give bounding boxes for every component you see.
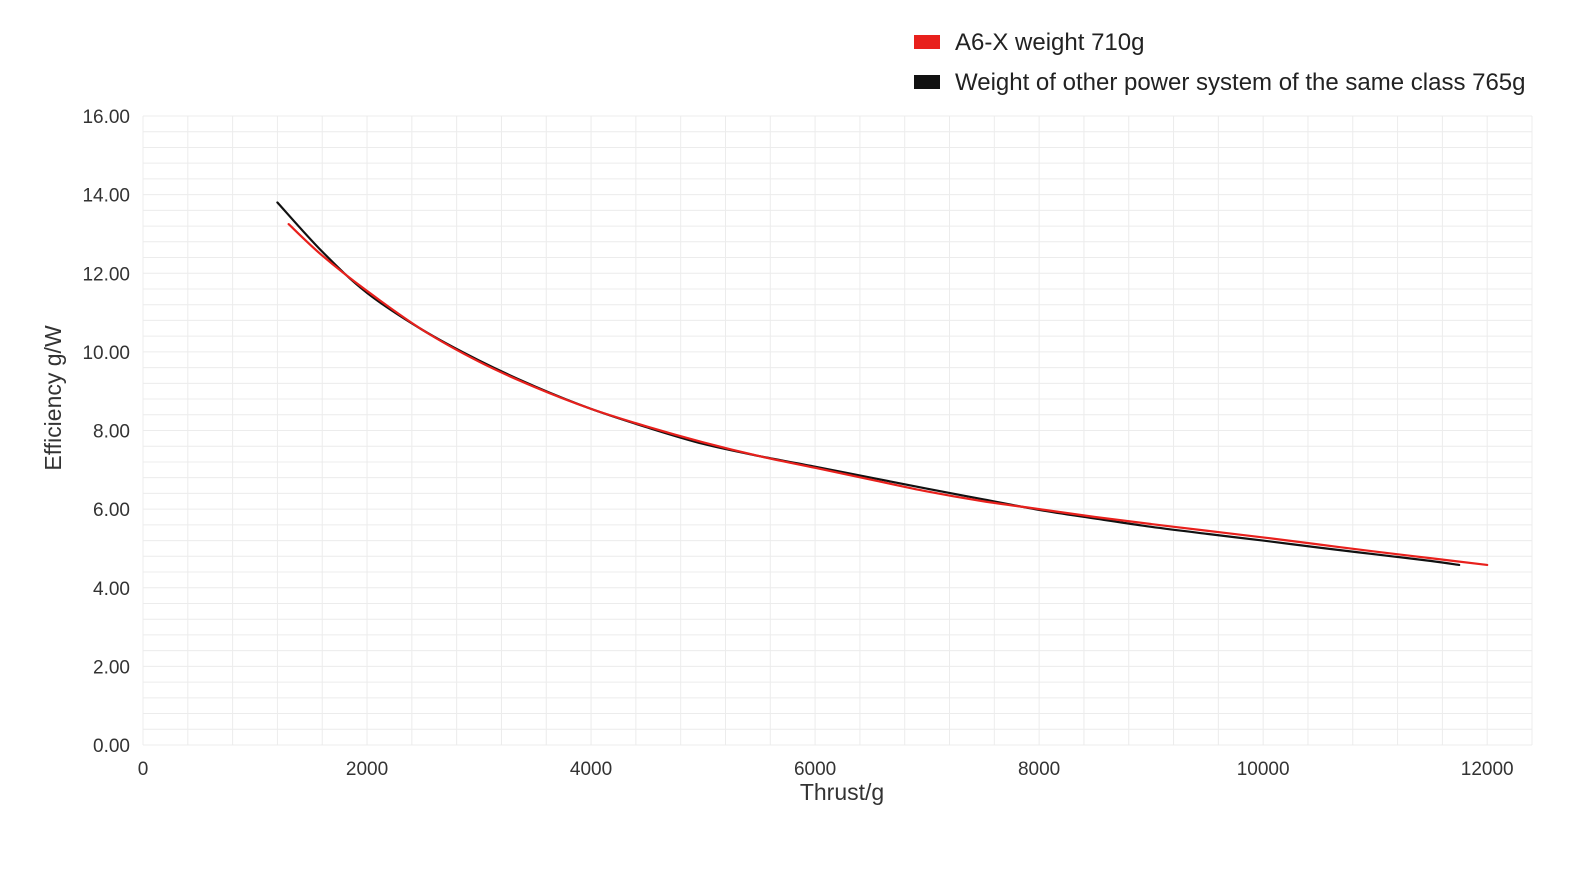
legend-label-a6x: A6-X weight 710g [955, 29, 1144, 56]
y-tick-label: 12.00 [82, 264, 130, 285]
series-line-a6x [287, 223, 1489, 567]
x-tick-label: 6000 [794, 759, 836, 780]
y-tick-label: 14.00 [82, 186, 130, 207]
x-tick-label: 2000 [346, 759, 388, 780]
y-tick-label: 16.00 [82, 107, 130, 128]
x-tick-label: 4000 [570, 759, 612, 780]
y-axis-ticks: 0.00 2.00 4.00 6.00 8.00 10.00 12.00 14.00 16.00 [82, 107, 130, 757]
y-axis-title: Efficiency g/W [40, 325, 66, 471]
y-tick-label: 4.00 [93, 579, 130, 600]
legend-label-other: Weight of other power system of the same… [955, 69, 1526, 96]
legend: A6-X weight 710g Weight of other power s… [914, 29, 1526, 96]
x-tick-label: 10000 [1237, 759, 1290, 780]
y-tick-label: 10.00 [82, 343, 130, 364]
x-axis-title: Thrust/g [800, 779, 884, 805]
y-tick-label: 6.00 [93, 500, 130, 521]
legend-swatch-other [914, 75, 940, 89]
x-tick-label: 12000 [1461, 759, 1514, 780]
x-tick-label: 8000 [1018, 759, 1060, 780]
x-tick-label: 0 [138, 759, 149, 780]
legend-swatch-a6x [914, 35, 940, 49]
y-tick-label: 8.00 [93, 422, 130, 443]
y-tick-label: 2.00 [93, 657, 130, 678]
x-axis-ticks: 0 2000 4000 6000 8000 10000 12000 [138, 759, 1514, 780]
y-tick-label: 0.00 [93, 736, 130, 757]
series-lines [276, 201, 1489, 567]
grid [142, 115, 1533, 746]
